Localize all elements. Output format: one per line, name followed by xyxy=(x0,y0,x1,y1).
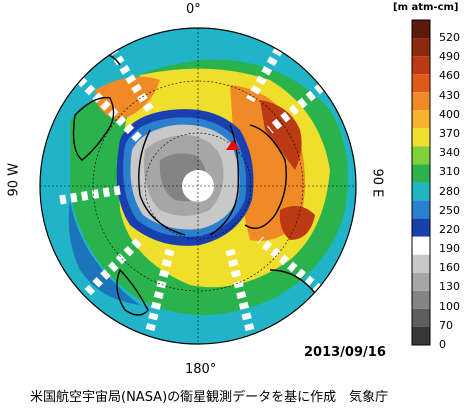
colorbar-swatch xyxy=(412,182,430,201)
colorbar-tick-label: 190 xyxy=(439,242,460,256)
map-date: 2013/09/16 xyxy=(304,345,386,360)
colorbar-tick-label: 280 xyxy=(439,184,460,198)
label-90e: 90 E xyxy=(369,168,385,198)
colorbar-swatch xyxy=(412,38,430,57)
label-180-degrees: 180° xyxy=(185,362,217,377)
colorbar-swatch xyxy=(412,74,430,93)
ozone-field xyxy=(40,28,356,344)
colorbar xyxy=(411,19,431,346)
label-0-degrees: 0° xyxy=(186,2,201,17)
colorbar-swatch xyxy=(412,254,430,273)
colorbar-swatch xyxy=(412,92,430,111)
graticule xyxy=(40,28,356,344)
colorbar-tick-label: 0 xyxy=(439,338,446,351)
colorbar-unit: [m atm-cm] xyxy=(393,2,459,13)
colorbar-swatch xyxy=(412,272,430,291)
colorbar-tick-label: 250 xyxy=(439,203,460,217)
colorbar-tick-label: 100 xyxy=(439,299,460,313)
station-marker xyxy=(226,140,240,150)
colorbar-swatch xyxy=(412,164,430,183)
colorbar-swatch xyxy=(412,290,430,309)
colorbar-swatch xyxy=(412,236,430,255)
colorbar-swatch xyxy=(412,56,430,75)
colorbar-tick-label: 130 xyxy=(439,280,460,294)
colorbar-tick-label: 370 xyxy=(439,126,460,140)
colorbar-swatch xyxy=(412,20,430,39)
colorbar-frame xyxy=(411,19,431,346)
colorbar-tick-label: 430 xyxy=(439,88,460,102)
colorbar-tick-label: 340 xyxy=(439,146,460,160)
colorbar-swatch xyxy=(412,218,430,237)
colorbar-swatch xyxy=(412,128,430,147)
colorbar-tick-label: 400 xyxy=(439,107,460,121)
colorbar-swatch xyxy=(412,308,430,327)
colorbar-tick-label: 460 xyxy=(439,69,460,83)
colorbar-tick-label: 220 xyxy=(439,222,460,236)
label-90w: 90 W xyxy=(6,162,22,197)
colorbar-swatch xyxy=(412,146,430,165)
colorbar-swatch xyxy=(412,200,430,219)
colorbar-swatch xyxy=(412,110,430,129)
colorbar-tick-label: 520 xyxy=(439,31,460,45)
colorbar-tick-label: 70 xyxy=(439,318,453,332)
colorbar-tick-label: 490 xyxy=(439,50,460,64)
colorbar-swatch xyxy=(412,326,430,345)
credit-line: 米国航空宇宙局(NASA)の衛星観測データを基に作成 気象庁 xyxy=(30,390,389,405)
colorbar-tick-label: 310 xyxy=(439,165,460,179)
colorbar-tick-label: 160 xyxy=(439,261,460,275)
